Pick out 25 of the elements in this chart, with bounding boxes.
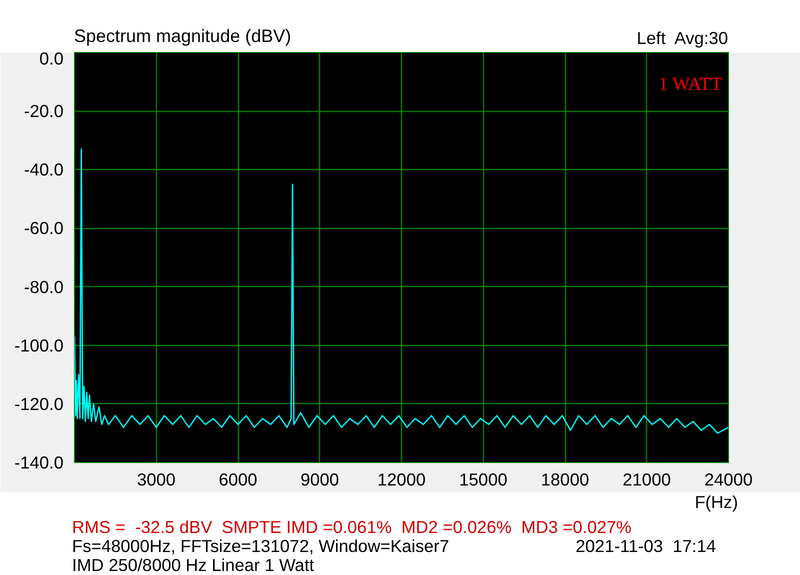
y-tick-label: -140.0 [14, 452, 64, 472]
y-tick-label: -120.0 [14, 394, 64, 414]
y-tick-label: -40.0 [24, 160, 64, 180]
text: Left Avg:30 [636, 28, 728, 48]
text: 2021-11-03 17:14 [576, 536, 716, 556]
x-tick-label: 9000 [300, 470, 340, 490]
chart-title: Spectrum magnitude (dBV) [74, 26, 292, 46]
y-tick-label: -60.0 [24, 218, 64, 238]
y-tick-label: -20.0 [24, 101, 64, 122]
x-tick-label: 24000 [704, 470, 753, 490]
line-series [74, 148, 728, 434]
x-tick-label: 21000 [622, 470, 671, 490]
x-tick-label: 12000 [377, 470, 426, 490]
annotation: 1 WATT [658, 74, 723, 95]
y-tick-label: 0.0 [39, 48, 64, 68]
text: IMD 250/8000 Hz Linear 1 Watt [72, 555, 314, 575]
x-tick-label: 6000 [218, 470, 258, 490]
x-tick-label: 15000 [459, 470, 508, 490]
text: Fs=48000Hz, FFTsize=131072, Window=Kaiser7 [72, 536, 450, 556]
text: RMS = -32.5 dBV SMPTE IMD =0.061% MD2 =0.026% MD3 =0.027% [72, 517, 632, 537]
y-tick-label: -80.0 [24, 276, 64, 297]
x-tick-label: 18000 [540, 470, 590, 490]
x-axis-title: F(Hz) [694, 492, 738, 512]
x-tick-label: 3000 [136, 470, 176, 490]
y-tick-label: -100.0 [14, 335, 64, 356]
